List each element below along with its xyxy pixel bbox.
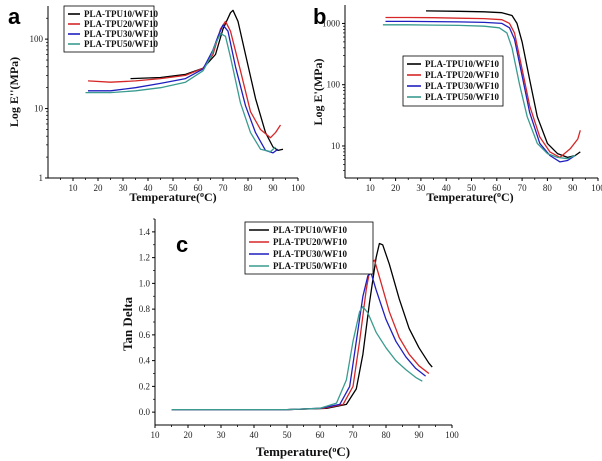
legend-label-3: PLA-TPU30/WF10 bbox=[84, 29, 158, 39]
x-tick-label: 10 bbox=[69, 183, 79, 193]
x-tick-label: 20 bbox=[184, 430, 194, 440]
series-line-4 bbox=[85, 32, 276, 153]
x-tick-label: 60 bbox=[194, 183, 204, 193]
x-tick-label: 40 bbox=[442, 183, 452, 193]
y-tick-label: 100 bbox=[327, 80, 341, 90]
x-tick-label: 70 bbox=[219, 183, 229, 193]
x-axis-label-sup: o bbox=[200, 190, 204, 199]
series-line-3 bbox=[385, 20, 576, 163]
x-axis-label-unit: C) bbox=[336, 444, 350, 459]
x-axis-label-unit: C) bbox=[501, 190, 514, 204]
x-axis-label-unit: C) bbox=[204, 190, 217, 204]
x-tick-label: 50 bbox=[283, 430, 293, 440]
x-axis-label-main: Temperature( bbox=[256, 444, 333, 459]
x-axis-label-main: Temperature( bbox=[129, 190, 200, 204]
x-tick-label: 100 bbox=[291, 183, 305, 193]
y-tick-label: 0.2 bbox=[139, 381, 150, 391]
x-tick-label: 70 bbox=[518, 183, 528, 193]
panel-letter-c: c bbox=[176, 232, 188, 257]
y-tick-label: 10 bbox=[34, 104, 44, 114]
x-tick-label: 90 bbox=[415, 430, 425, 440]
legend-label-1: PLA-TPU10/WF10 bbox=[84, 9, 158, 19]
x-tick-label: 100 bbox=[445, 430, 459, 440]
x-tick-label: 40 bbox=[144, 183, 154, 193]
x-tick-label: 50 bbox=[169, 183, 179, 193]
x-tick-label: 20 bbox=[391, 183, 401, 193]
x-tick-label: 80 bbox=[244, 183, 254, 193]
y-axis-label: Tan Delta bbox=[120, 296, 135, 351]
x-tick-label: 60 bbox=[316, 430, 326, 440]
x-axis-label-main: Temperature( bbox=[426, 190, 497, 204]
y-tick-label: 1.0 bbox=[139, 278, 151, 288]
x-axis-label-sup: o bbox=[332, 445, 336, 454]
x-axis-label: Temperature(oC) bbox=[256, 444, 350, 459]
y-tick-label: 1 bbox=[39, 173, 44, 183]
x-tick-label: 80 bbox=[382, 430, 392, 440]
y-tick-label: 1000 bbox=[322, 18, 341, 28]
y-axis-label: Log E'(MPa) bbox=[311, 59, 325, 126]
legend-label-2: PLA-TPU20/WF10 bbox=[273, 237, 347, 247]
legend-label-3: PLA-TPU30/WF10 bbox=[425, 81, 499, 91]
x-tick-label: 70 bbox=[349, 430, 359, 440]
x-tick-label: 40 bbox=[250, 430, 260, 440]
x-tick-label: 90 bbox=[568, 183, 578, 193]
y-tick-label: 0.4 bbox=[139, 356, 151, 366]
x-tick-label: 80 bbox=[543, 183, 553, 193]
x-tick-label: 10 bbox=[151, 430, 161, 440]
legend-label-2: PLA-TPU20/WF10 bbox=[425, 70, 499, 80]
panel-letter-b: b bbox=[313, 4, 326, 29]
legend-label-4: PLA-TPU50/WF10 bbox=[273, 261, 347, 271]
x-axis-label-sup: o bbox=[497, 190, 501, 199]
series-line-2 bbox=[171, 259, 430, 411]
x-tick-label: 50 bbox=[467, 183, 477, 193]
chart-panel-b: 10 20 30 40 50 60 70 80 90 100 10 100 1000 Temperatur… bbox=[311, 5, 602, 204]
x-tick-label: 30 bbox=[119, 183, 129, 193]
legend-label-1: PLA-TPU10/WF10 bbox=[273, 225, 347, 235]
series-line-3 bbox=[88, 24, 279, 154]
series-line-4 bbox=[382, 24, 576, 160]
x-tick-label: 30 bbox=[416, 183, 426, 193]
legend-label-1: PLA-TPU10/WF10 bbox=[425, 59, 499, 69]
y-tick-label: 1.2 bbox=[139, 253, 150, 263]
legend-label-3: PLA-TPU30/WF10 bbox=[273, 249, 347, 259]
x-axis-label: Temperature(oC) bbox=[129, 190, 216, 205]
x-tick-label: 90 bbox=[269, 183, 279, 193]
x-tick-label: 10 bbox=[366, 183, 376, 193]
x-tick-label: 20 bbox=[94, 183, 104, 193]
chart-panel-c: 10 20 30 40 50 60 70 80 90 100 0.0 0.2 0.4 0.6 0.8 1.0 1… bbox=[120, 218, 459, 459]
y-tick-label: 0.0 bbox=[139, 407, 151, 417]
x-tick-label: 100 bbox=[591, 183, 602, 193]
y-tick-label: 10 bbox=[331, 141, 341, 151]
y-axis-label: Log E''(MPa) bbox=[7, 57, 21, 127]
x-tick-label: 30 bbox=[217, 430, 227, 440]
y-tick-label: 100 bbox=[30, 34, 44, 44]
series-line-2 bbox=[385, 16, 581, 159]
series-line-4 bbox=[171, 305, 423, 411]
legend-label-4: PLA-TPU50/WF10 bbox=[84, 39, 158, 49]
y-tick-label: 1.4 bbox=[139, 227, 151, 237]
y-tick-label: 0.8 bbox=[139, 304, 151, 314]
series-line-3 bbox=[171, 272, 426, 411]
panel-letter-a: a bbox=[8, 4, 21, 29]
y-tick-label: 0.6 bbox=[139, 330, 151, 340]
x-tick-label: 60 bbox=[492, 183, 502, 193]
series-line-1 bbox=[425, 10, 581, 159]
chart-panel-a: 10 20 30 40 50 60 70 80 90 100110100Temperature(o… bbox=[7, 5, 305, 205]
x-axis-label: Temperature(oC) bbox=[426, 190, 513, 205]
legend-label-2: PLA-TPU20/WF10 bbox=[84, 19, 158, 29]
legend-label-4: PLA-TPU50/WF10 bbox=[425, 92, 499, 102]
